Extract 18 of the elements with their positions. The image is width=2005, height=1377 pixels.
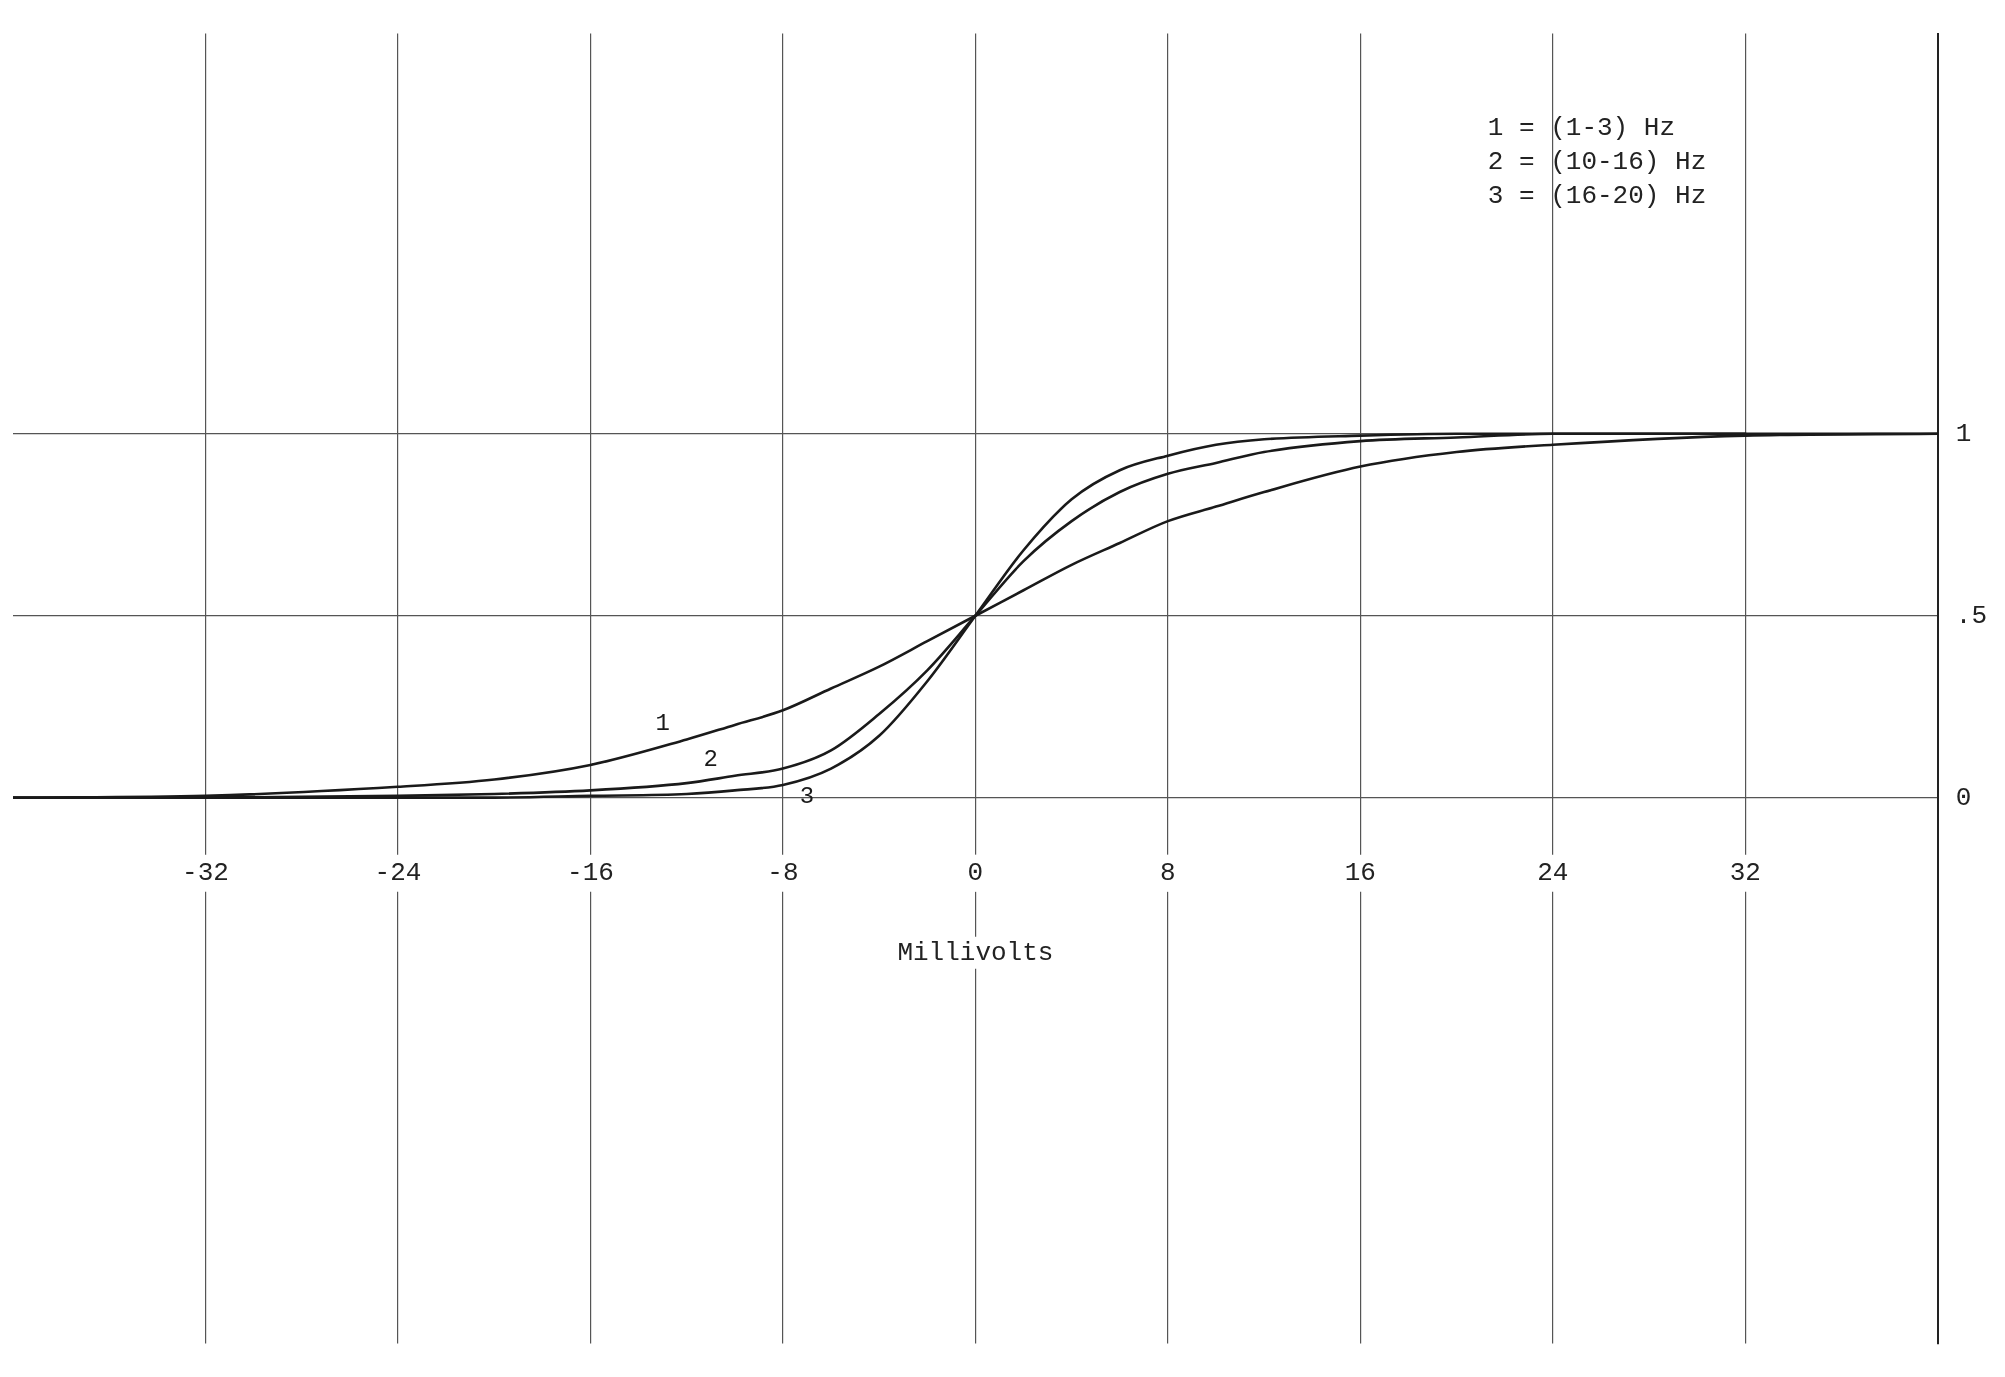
y-tick-label: .5 (1955, 600, 1988, 631)
x-tick-label: 0 (967, 858, 984, 889)
x-tick-label: -32 (182, 858, 229, 889)
annotation: 1 = (1-3) Hz (1487, 113, 1676, 144)
series-label: 2 (703, 745, 718, 773)
annotation: 3 = (16-20) Hz (1487, 181, 1707, 212)
series-label: 1 (655, 710, 670, 738)
x-tick-label: 32 (1729, 858, 1761, 889)
x-tick-label: 8 (1160, 858, 1176, 889)
y-tick-label: 1 (1955, 418, 1972, 449)
x-tick-label: 16 (1344, 858, 1376, 889)
annotation: 2 = (10-16) Hz (1487, 147, 1707, 178)
y-tick-label: 0 (1955, 782, 1972, 813)
x-tick-label: -24 (374, 858, 422, 889)
x-tick-label: 24 (1537, 858, 1569, 889)
x-tick-label: -16 (567, 858, 614, 889)
x-tick-label: -8 (767, 858, 799, 889)
x-axis-title: Millivolts (897, 937, 1054, 968)
